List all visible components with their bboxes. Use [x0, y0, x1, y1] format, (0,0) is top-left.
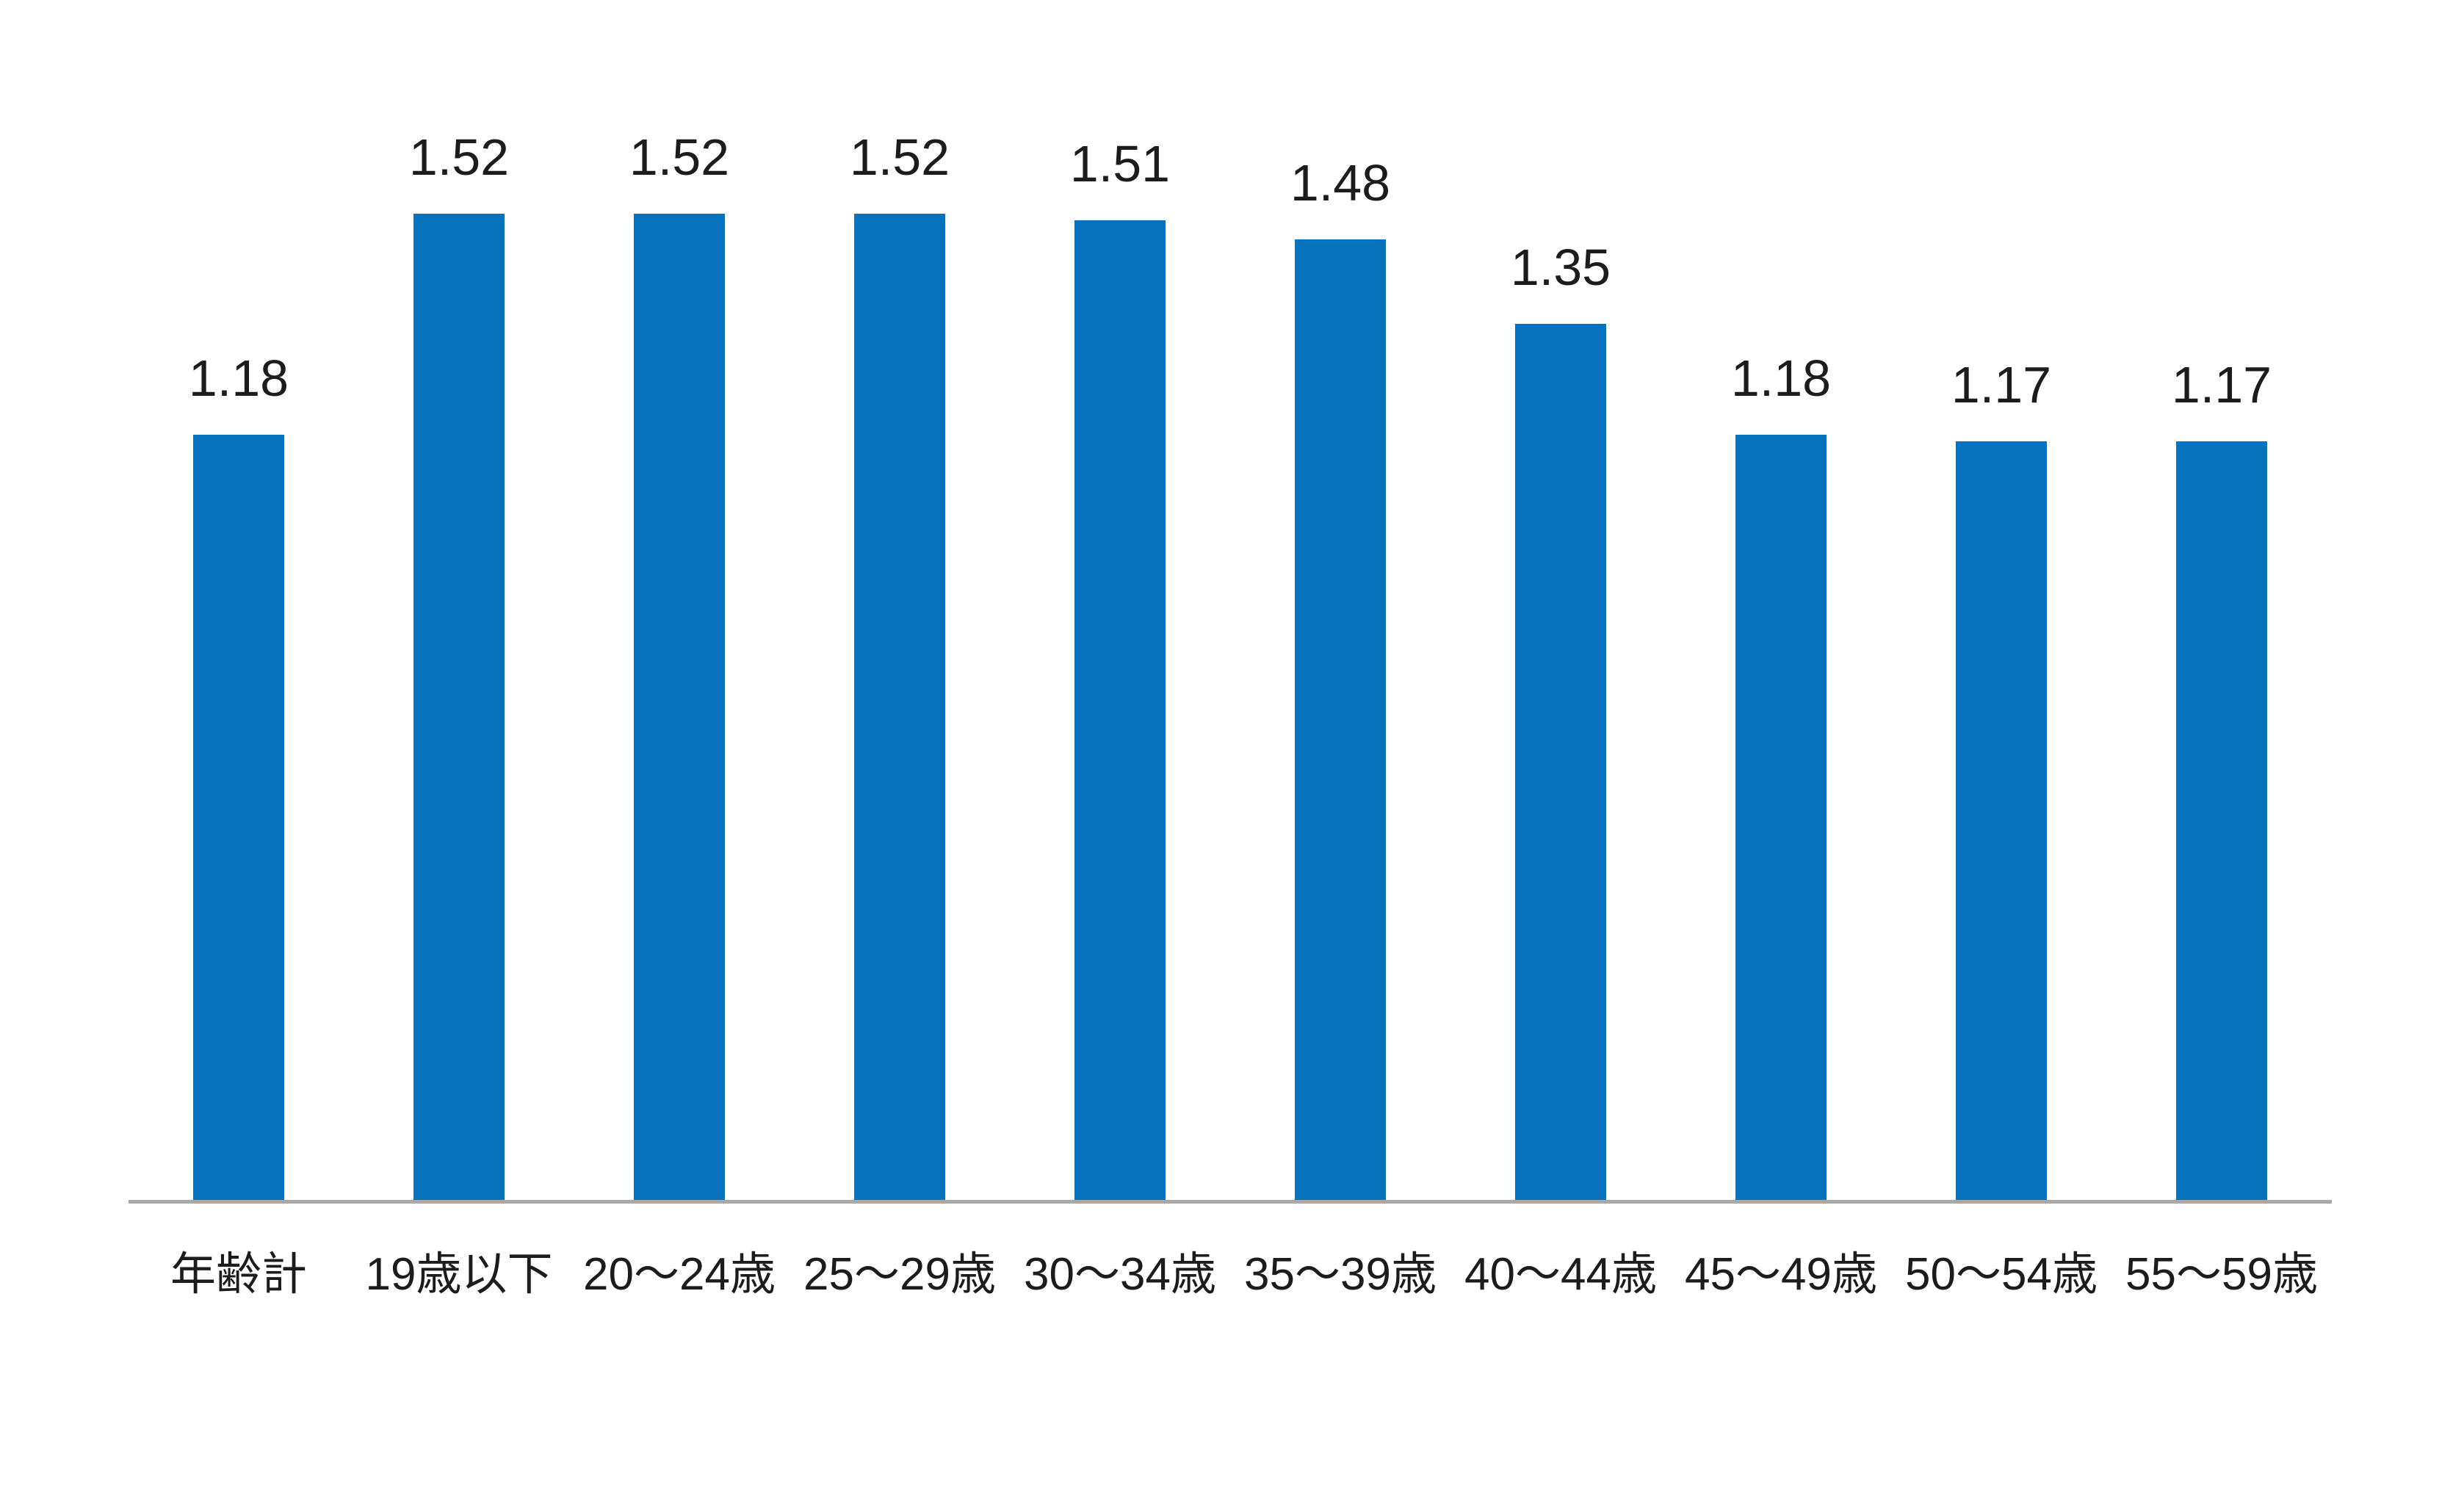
x-axis-category-label: 35〜39歳: [1244, 1249, 1437, 1300]
bar: [1735, 435, 1827, 1201]
bar: [854, 214, 945, 1201]
bar-value-label: 1.52: [408, 129, 510, 186]
bar-column: 1.48: [1230, 157, 1450, 1201]
bar-value-label: 1.48: [1290, 154, 1391, 211]
bar-value-label: 1.52: [629, 129, 730, 186]
bar: [1295, 239, 1386, 1201]
x-axis-category-label: 40〜44歳: [1464, 1249, 1657, 1300]
bar: [1074, 220, 1166, 1201]
bar: [2176, 441, 2267, 1201]
bar: [634, 214, 725, 1201]
bar-value-label: 1.35: [1510, 239, 1611, 296]
bar-column: 1.35: [1450, 242, 1671, 1201]
bar: [1515, 324, 1606, 1201]
bar-column: 1.52: [790, 131, 1010, 1201]
bar: [1956, 441, 2047, 1201]
x-axis-category-label: 30〜34歳: [1024, 1249, 1216, 1300]
plot-area: 1.18 1.52 1.52 1.52 1.51 1.48 1.35 1.18 1.17 1.17: [129, 0, 2332, 1201]
bar-column: 1.17: [2111, 359, 2332, 1201]
x-axis-category-label: 年齢計: [170, 1249, 307, 1300]
x-axis-category-label: 50〜54歳: [1905, 1249, 2098, 1300]
bar-value-label: 1.51: [1069, 135, 1171, 192]
bar-column: 1.18: [129, 352, 349, 1201]
x-axis-category-label: 20〜24歳: [583, 1249, 776, 1300]
bar-value-label: 1.17: [1951, 356, 2052, 413]
bar: [193, 435, 284, 1201]
x-axis-category-label: 45〜49歳: [1685, 1249, 1877, 1300]
x-axis-category-label: 19歳以下: [365, 1249, 553, 1300]
bar-value-label: 1.18: [1730, 350, 1832, 407]
x-axis-category-label: 55〜59歳: [2125, 1249, 2318, 1300]
bar-column: 1.18: [1671, 352, 1891, 1201]
bar-value-label: 1.17: [2171, 356, 2272, 413]
bar-value-label: 1.18: [188, 350, 289, 407]
bar-column: 1.17: [1891, 359, 2111, 1201]
bar-column: 1.52: [569, 131, 790, 1201]
bar-column: 1.51: [1010, 138, 1230, 1201]
x-axis-line: [129, 1200, 2332, 1204]
x-axis-labels: 年齢計 19歳以下 20〜24歳 25〜29歳 30〜34歳 35〜39歳 40〜44歳 45…: [129, 1248, 2332, 1301]
bar: [413, 214, 505, 1201]
bar-value-label: 1.52: [849, 129, 950, 186]
x-axis-category-label: 25〜29歳: [803, 1249, 996, 1300]
bars-row: 1.18 1.52 1.52 1.52 1.51 1.48 1.35 1.18 1.17 1.17: [129, 0, 2332, 1201]
bar-column: 1.52: [349, 131, 569, 1201]
